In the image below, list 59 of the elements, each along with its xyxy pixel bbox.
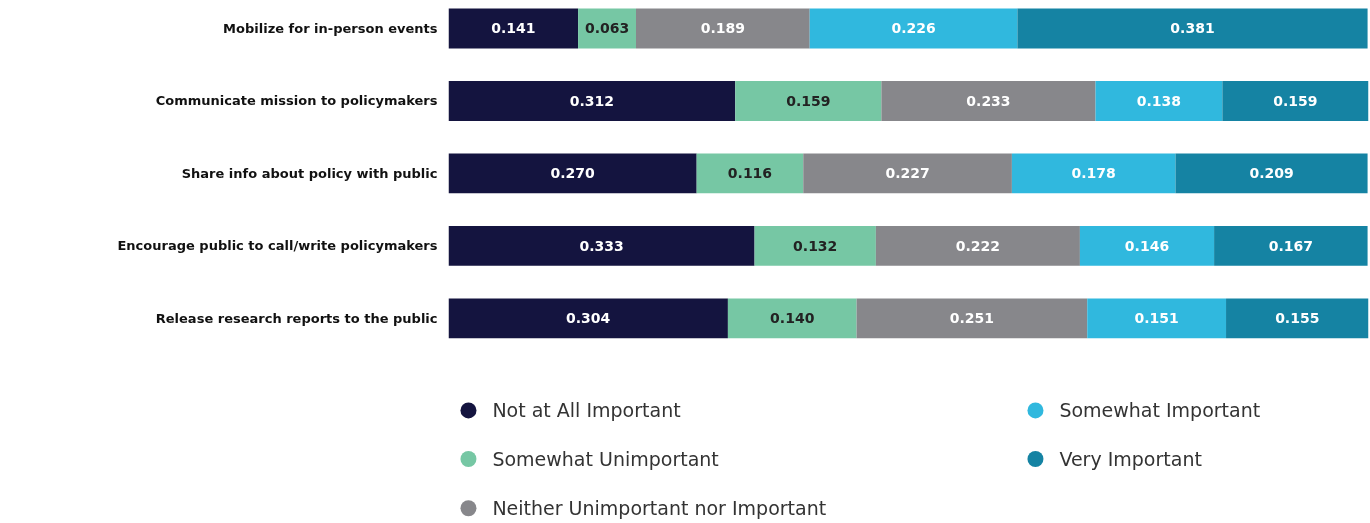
bar bbox=[1226, 298, 1369, 339]
bar bbox=[448, 8, 579, 49]
bar bbox=[856, 298, 1088, 339]
data-label: 0.141 bbox=[491, 20, 536, 37]
y-tick-label: Encourage public to call/write policymakers bbox=[117, 238, 438, 254]
bar bbox=[448, 81, 736, 121]
bar bbox=[803, 153, 1012, 194]
data-label: 0.159 bbox=[1273, 92, 1318, 109]
bar bbox=[727, 298, 857, 339]
data-label: 0.138 bbox=[1136, 92, 1182, 109]
bar bbox=[448, 153, 697, 194]
data-label: 0.146 bbox=[1124, 237, 1170, 254]
bar bbox=[635, 8, 810, 49]
data-label: 0.333 bbox=[579, 237, 624, 254]
data-label: 0.116 bbox=[727, 165, 773, 182]
bar bbox=[1214, 225, 1368, 266]
bar bbox=[875, 225, 1080, 266]
data-label: 0.251 bbox=[949, 310, 995, 327]
bar bbox=[448, 298, 728, 339]
legend-label: Somewhat Important bbox=[1059, 399, 1261, 422]
data-label: 0.132 bbox=[793, 237, 838, 254]
data-label: 0.222 bbox=[955, 237, 1001, 254]
bar bbox=[809, 8, 1018, 49]
bar bbox=[1222, 81, 1369, 121]
data-label: 0.233 bbox=[966, 92, 1011, 109]
data-label: 0.167 bbox=[1268, 237, 1313, 254]
data-label: 0.227 bbox=[885, 165, 930, 182]
legend-label: Not at All Important bbox=[492, 399, 681, 422]
data-label: 0.226 bbox=[891, 20, 936, 37]
data-label: 0.270 bbox=[550, 165, 595, 182]
data-label: 0.381 bbox=[1170, 20, 1215, 37]
y-tick-label: Communicate mission to policymakers bbox=[155, 93, 438, 109]
y-tick-label: Mobilize for in-person events bbox=[223, 20, 438, 36]
y-tick-label: Release research reports to the public bbox=[155, 310, 438, 326]
data-label: 0.189 bbox=[700, 20, 745, 37]
bar bbox=[1079, 225, 1215, 266]
data-label: 0.178 bbox=[1071, 165, 1116, 182]
bar bbox=[1175, 153, 1368, 194]
data-label: 0.140 bbox=[770, 310, 815, 327]
bar bbox=[1011, 153, 1176, 194]
data-label: 0.151 bbox=[1134, 310, 1179, 327]
bar bbox=[448, 225, 755, 266]
bar bbox=[881, 81, 1096, 121]
bar bbox=[1095, 81, 1223, 121]
data-label: 0.209 bbox=[1249, 165, 1294, 182]
data-label: 0.159 bbox=[786, 92, 831, 109]
data-label: 0.304 bbox=[566, 310, 611, 327]
y-tick-label: Share info about policy with public bbox=[181, 165, 438, 181]
bar bbox=[696, 153, 804, 194]
data-label: 0.063 bbox=[584, 20, 630, 37]
bar bbox=[1017, 8, 1368, 49]
bar bbox=[1087, 298, 1227, 339]
legend-label: Very Important bbox=[1059, 447, 1202, 470]
bar bbox=[754, 225, 876, 266]
bar bbox=[735, 81, 882, 121]
legend-label: Neither Unimportant nor Important bbox=[492, 497, 827, 520]
data-label: 0.312 bbox=[569, 92, 615, 109]
legend-label: Somewhat Unimportant bbox=[492, 447, 719, 470]
data-label: 0.155 bbox=[1275, 310, 1320, 327]
